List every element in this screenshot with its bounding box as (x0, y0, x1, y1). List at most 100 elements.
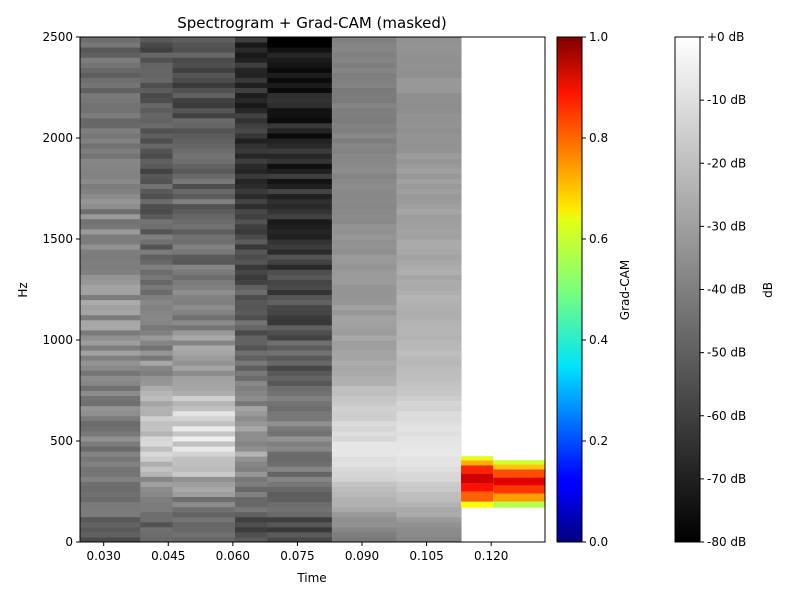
spectrogram-cell (172, 112, 236, 119)
spectrogram-cell (80, 82, 141, 88)
spectrogram-cell (235, 461, 268, 467)
spectrogram-cell (140, 536, 174, 542)
spectrogram-cell (396, 536, 462, 542)
spectrogram-cell (235, 143, 268, 149)
spectrogram-cell (267, 516, 333, 523)
spectrogram-cell (140, 471, 174, 477)
spectrogram-cell (235, 496, 268, 503)
spectrogram-cell (235, 42, 268, 48)
spectrogram-cell (172, 430, 236, 437)
spectrogram-cell (140, 375, 174, 381)
spectrogram-cell (331, 324, 397, 331)
spectrogram-cell (172, 279, 236, 285)
spectrogram-cell (172, 395, 236, 402)
colorbar-tick-label: 1.0 (589, 30, 608, 44)
spectrogram-cell (396, 511, 462, 518)
spectrogram-cell (267, 203, 333, 210)
spectrogram-cell (140, 117, 174, 124)
spectrogram-cell (396, 153, 462, 159)
spectrogram-cell (331, 198, 397, 205)
spectrogram-cell (267, 223, 333, 230)
y-tick-label: 1000 (42, 333, 73, 347)
spectrogram-cell (235, 385, 268, 391)
spectrogram-cell (140, 127, 174, 134)
gradcam-cell (461, 456, 494, 461)
spectrogram-cell (80, 319, 141, 326)
spectrogram-cell (331, 193, 397, 200)
spectrogram-cell (80, 47, 141, 53)
spectrogram-cell (235, 264, 268, 270)
spectrogram-cell (267, 471, 333, 477)
spectrogram-cell (80, 132, 141, 139)
spectrogram-cell (235, 279, 268, 285)
spectrogram-cell (396, 355, 462, 361)
spectrogram-cell (140, 324, 174, 331)
spectrogram-cell (235, 213, 268, 220)
spectrogram-cell (172, 77, 236, 83)
spectrogram-cell (235, 127, 268, 134)
spectrogram-cell (396, 122, 462, 129)
spectrogram-cell (396, 168, 462, 174)
spectrogram-cell (396, 415, 462, 422)
spectrogram-cell (235, 254, 268, 260)
spectrogram-cell (396, 501, 462, 508)
spectrogram-cell (80, 410, 141, 417)
spectrogram-cell (267, 77, 333, 83)
spectrogram-cell (140, 198, 174, 205)
chart-title: Spectrogram + Grad-CAM (masked) (177, 14, 447, 32)
gradcam-cell (493, 485, 545, 494)
spectrogram-cell (172, 274, 236, 280)
spectrogram-cell (331, 476, 397, 482)
spectrogram-cell (80, 52, 141, 58)
spectrogram-cell (235, 102, 268, 109)
spectrogram-cell (267, 37, 333, 43)
spectrogram-cell (140, 158, 174, 164)
spectrogram-cell (396, 420, 462, 427)
spectrogram-cell (396, 521, 462, 528)
spectrogram-cell (267, 102, 333, 109)
spectrogram-cell (172, 461, 236, 467)
spectrogram-cell (80, 360, 141, 366)
spectrogram-cell (396, 264, 462, 270)
spectrogram-cell (172, 365, 236, 371)
spectrogram-cell (140, 37, 174, 43)
spectrogram-cell (331, 284, 397, 290)
spectrogram-cell (80, 425, 141, 432)
spectrogram-cell (172, 451, 236, 457)
spectrogram-cell (172, 138, 236, 144)
spectrogram-cell (396, 254, 462, 260)
spectrogram-cell (140, 47, 174, 53)
spectrogram-cell (331, 158, 397, 164)
spectrogram-cell (396, 173, 462, 179)
spectrogram-cell (80, 274, 141, 280)
spectrogram-cell (172, 122, 236, 129)
x-tick-label: 0.105 (409, 549, 443, 563)
spectrogram-cell (80, 441, 141, 447)
gradcam-colorbar-ticks: 0.0 0.2 0.4 0.6 0.8 1.0 (582, 30, 608, 549)
spectrogram-cell (80, 491, 141, 498)
spectrogram-cell (140, 365, 174, 371)
spectrogram-cell (172, 304, 236, 311)
spectrogram-cell (140, 420, 174, 427)
spectrogram-cell (140, 410, 174, 417)
spectrogram-cell (172, 526, 236, 533)
spectrogram-cell (172, 264, 236, 270)
spectrogram-cell (172, 173, 236, 179)
spectrogram-cell (331, 112, 397, 119)
spectrogram-cell (267, 57, 333, 63)
spectrogram-cell (140, 461, 174, 467)
colorbar-tick-label: -20 dB (707, 156, 746, 170)
spectrogram-cell (172, 153, 236, 159)
spectrogram-cell (331, 102, 397, 109)
spectrogram-cell (267, 239, 333, 245)
spectrogram-cell (80, 516, 141, 523)
spectrogram-cell (80, 481, 141, 487)
spectrogram-cell (331, 143, 397, 149)
spectrogram-cell (80, 72, 141, 78)
spectrogram-cell (267, 385, 333, 391)
spectrogram-cell (80, 471, 141, 477)
spectrogram-cell (267, 476, 333, 482)
spectrogram-cell (331, 410, 397, 417)
spectrogram-cell (140, 52, 174, 58)
spectrogram-cell (172, 309, 236, 316)
